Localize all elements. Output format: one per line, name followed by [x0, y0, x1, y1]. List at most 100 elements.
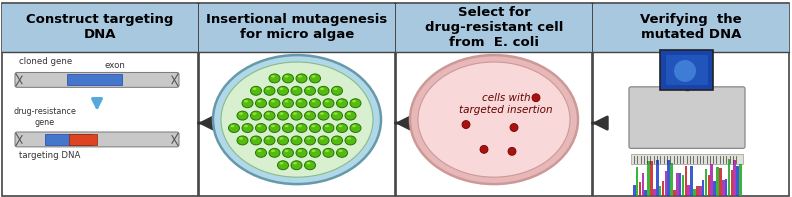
- Ellipse shape: [244, 100, 248, 102]
- Circle shape: [510, 124, 518, 131]
- Bar: [696, 186, 699, 196]
- Bar: [69, 134, 97, 145]
- Bar: [656, 160, 658, 196]
- Ellipse shape: [296, 74, 307, 83]
- Ellipse shape: [338, 150, 342, 152]
- Ellipse shape: [338, 100, 342, 102]
- Bar: [661, 181, 664, 196]
- Bar: [199, 5, 395, 52]
- FancyBboxPatch shape: [629, 87, 745, 148]
- Ellipse shape: [350, 99, 361, 108]
- Ellipse shape: [347, 112, 351, 115]
- Ellipse shape: [283, 148, 294, 157]
- Ellipse shape: [333, 137, 337, 140]
- Bar: [670, 163, 673, 196]
- Ellipse shape: [337, 124, 348, 133]
- Ellipse shape: [325, 150, 329, 152]
- Ellipse shape: [323, 124, 334, 133]
- Bar: [684, 166, 687, 196]
- Bar: [739, 164, 742, 196]
- Ellipse shape: [296, 148, 307, 157]
- Bar: [67, 74, 122, 85]
- Ellipse shape: [333, 112, 337, 115]
- Ellipse shape: [304, 86, 315, 95]
- Ellipse shape: [318, 136, 329, 145]
- Bar: [593, 4, 789, 196]
- Bar: [687, 185, 690, 196]
- Ellipse shape: [269, 124, 280, 133]
- Ellipse shape: [293, 112, 297, 115]
- Text: targeting DNA: targeting DNA: [19, 151, 80, 160]
- Ellipse shape: [239, 112, 243, 115]
- Ellipse shape: [280, 162, 284, 164]
- Bar: [725, 179, 727, 196]
- Ellipse shape: [298, 150, 302, 152]
- Bar: [45, 134, 92, 145]
- Ellipse shape: [257, 100, 261, 102]
- Ellipse shape: [337, 99, 348, 108]
- Ellipse shape: [332, 136, 342, 145]
- Ellipse shape: [304, 136, 315, 145]
- Ellipse shape: [284, 75, 288, 78]
- Ellipse shape: [333, 88, 337, 90]
- Bar: [693, 189, 696, 196]
- Ellipse shape: [230, 125, 234, 127]
- Circle shape: [674, 60, 696, 82]
- Text: Construct targeting
DNA: Construct targeting DNA: [26, 13, 173, 41]
- Bar: [714, 181, 716, 196]
- Ellipse shape: [277, 86, 288, 95]
- Bar: [730, 170, 733, 196]
- Bar: [728, 159, 730, 196]
- Ellipse shape: [256, 99, 266, 108]
- Text: drug-resistance
gene: drug-resistance gene: [13, 107, 77, 126]
- Ellipse shape: [266, 112, 270, 115]
- Text: cells with: cells with: [482, 93, 531, 103]
- Ellipse shape: [244, 125, 248, 127]
- Ellipse shape: [239, 137, 243, 140]
- Ellipse shape: [242, 99, 253, 108]
- Ellipse shape: [213, 55, 381, 184]
- Ellipse shape: [280, 112, 284, 115]
- Ellipse shape: [311, 75, 315, 78]
- Bar: [702, 180, 704, 196]
- Bar: [716, 167, 719, 196]
- Ellipse shape: [250, 111, 261, 120]
- Text: exon: exon: [105, 61, 126, 70]
- Bar: [593, 5, 789, 52]
- Ellipse shape: [293, 88, 297, 90]
- Ellipse shape: [264, 86, 275, 95]
- FancyBboxPatch shape: [661, 50, 714, 90]
- Ellipse shape: [332, 86, 342, 95]
- Text: Select for
drug-resistant cell
from  E. coli: Select for drug-resistant cell from E. c…: [425, 6, 563, 49]
- Ellipse shape: [266, 137, 270, 140]
- Bar: [631, 154, 743, 164]
- Ellipse shape: [253, 112, 257, 115]
- Ellipse shape: [337, 148, 348, 157]
- Ellipse shape: [352, 125, 356, 127]
- Ellipse shape: [283, 99, 294, 108]
- Ellipse shape: [257, 150, 261, 152]
- Bar: [676, 174, 679, 196]
- Ellipse shape: [304, 111, 315, 120]
- Ellipse shape: [271, 100, 275, 102]
- Bar: [645, 190, 647, 196]
- Ellipse shape: [332, 111, 342, 120]
- Ellipse shape: [352, 100, 356, 102]
- Ellipse shape: [310, 148, 321, 157]
- Ellipse shape: [257, 125, 261, 127]
- Ellipse shape: [264, 136, 275, 145]
- Ellipse shape: [291, 111, 302, 120]
- Ellipse shape: [253, 137, 257, 140]
- Ellipse shape: [291, 161, 302, 170]
- Bar: [682, 175, 684, 196]
- Ellipse shape: [284, 100, 288, 102]
- Bar: [699, 186, 702, 196]
- Ellipse shape: [304, 161, 315, 170]
- Bar: [733, 160, 736, 196]
- Ellipse shape: [325, 125, 329, 127]
- Ellipse shape: [280, 88, 284, 90]
- Bar: [633, 185, 636, 196]
- Ellipse shape: [347, 137, 351, 140]
- Ellipse shape: [345, 111, 356, 120]
- Bar: [642, 173, 644, 196]
